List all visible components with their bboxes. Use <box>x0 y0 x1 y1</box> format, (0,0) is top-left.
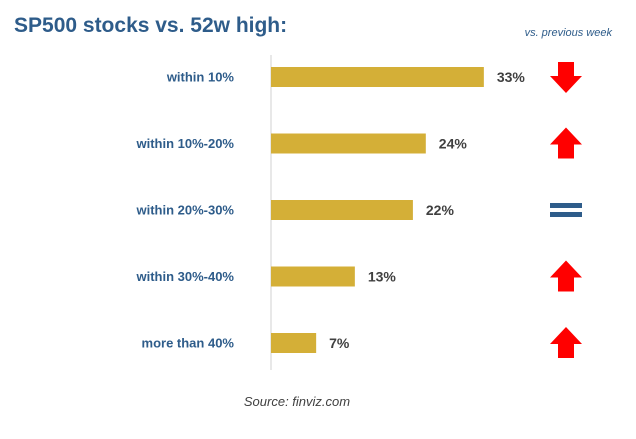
value-label: 7% <box>329 335 350 351</box>
category-label: within 10%-20% <box>135 136 234 151</box>
equal-bar-bottom <box>550 212 582 217</box>
trend-up-arrow-icon <box>550 327 582 358</box>
category-label: within 10% <box>166 70 235 85</box>
bar <box>271 266 355 287</box>
bar <box>271 67 484 87</box>
trend-up-arrow-icon <box>550 260 582 292</box>
trend-up-arrow-icon <box>550 127 582 159</box>
category-label: within 30%-40% <box>135 269 234 284</box>
equal-bar-top <box>550 203 582 208</box>
trend-column-header: vs. previous week <box>524 27 612 39</box>
value-label: 22% <box>426 202 455 218</box>
value-label: 13% <box>368 269 397 285</box>
trend-equal-icon <box>550 203 582 217</box>
chart-title: SP500 stocks vs. 52w high: <box>14 14 288 37</box>
category-label: within 20%-30% <box>135 203 234 218</box>
bar <box>271 200 413 220</box>
category-label: more than 40% <box>142 336 235 351</box>
source-note: Source: finviz.com <box>243 394 351 409</box>
bar <box>271 133 426 154</box>
bar <box>271 333 317 353</box>
trend-down-arrow-icon <box>550 62 582 93</box>
value-label: 24% <box>439 136 468 152</box>
value-label: 33% <box>497 69 526 85</box>
